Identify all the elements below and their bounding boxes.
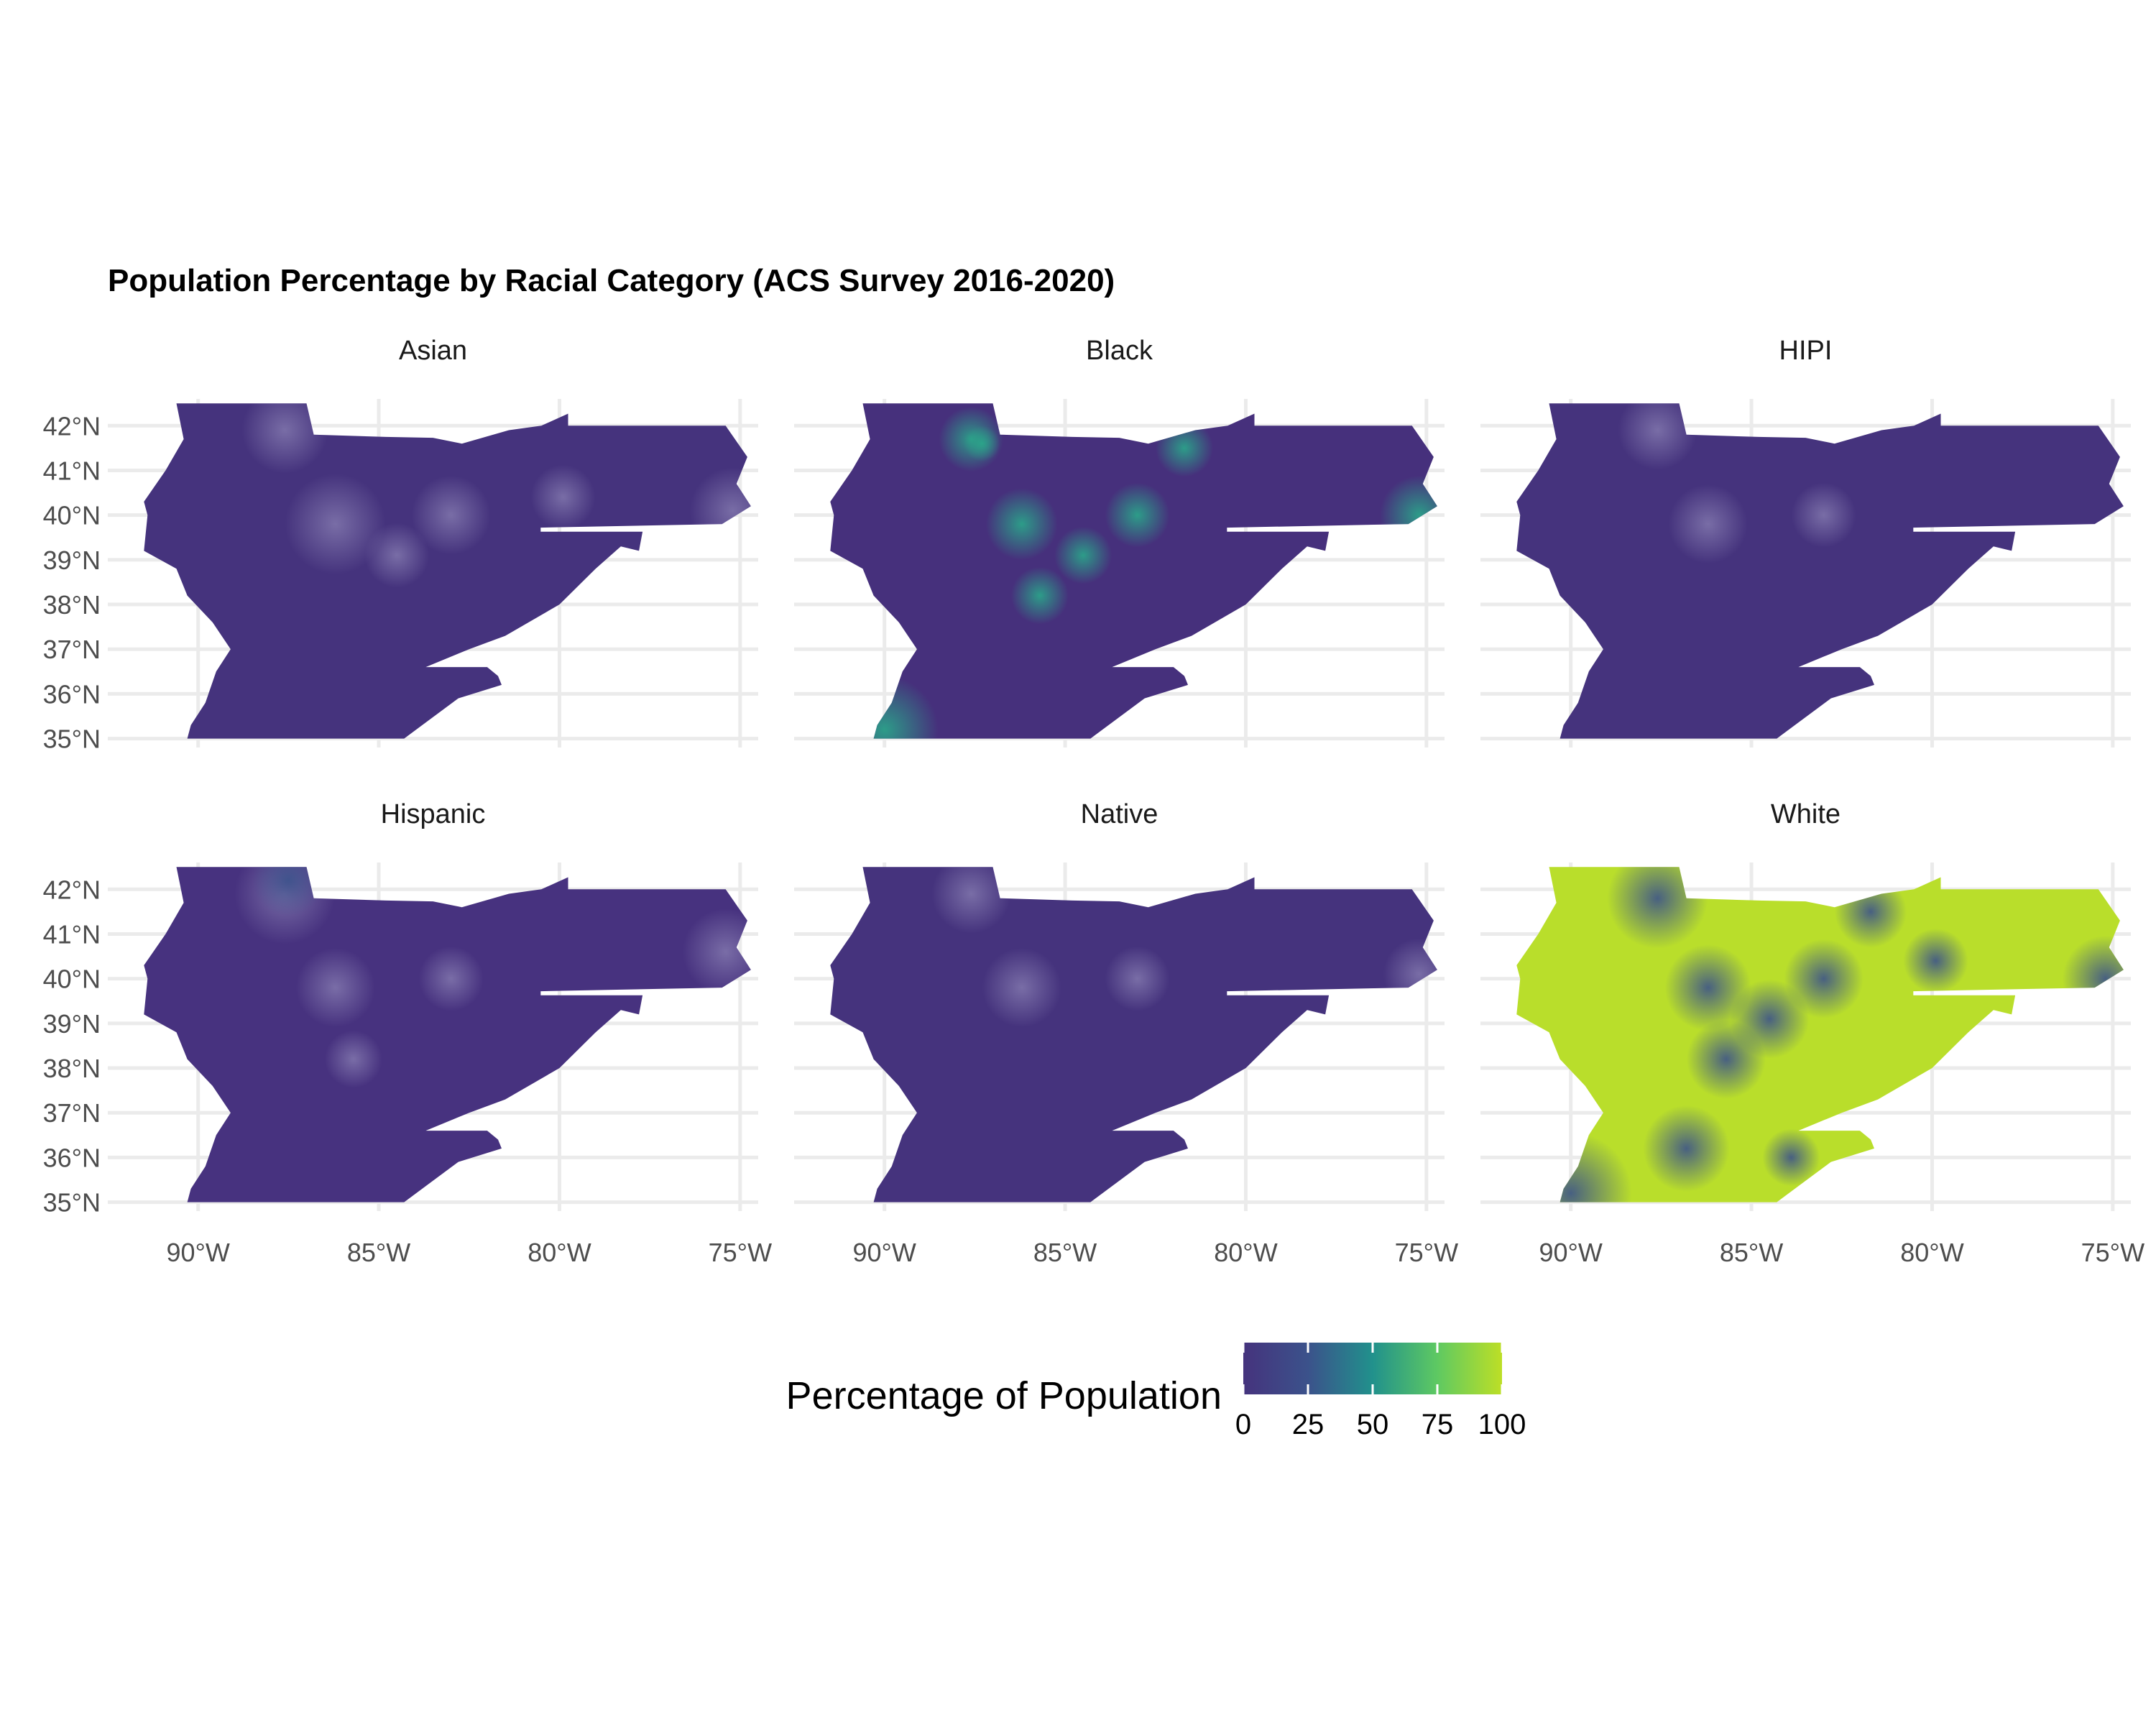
hotspot bbox=[418, 946, 484, 1011]
legend-title: Percentage of Population bbox=[786, 1374, 1222, 1417]
x-tick-label: 90°W bbox=[166, 1238, 229, 1267]
hotspot bbox=[1607, 867, 1708, 949]
y-tick-label: 40°N bbox=[43, 965, 101, 994]
facet-panel-native: Native 90°W 85°W 80°W 75°W bbox=[794, 799, 1458, 1267]
y-tick-label: 38°N bbox=[43, 1054, 101, 1083]
hotspot bbox=[1054, 526, 1112, 584]
hotspot bbox=[285, 474, 386, 575]
hotspot bbox=[530, 464, 596, 530]
x-tick-label: 85°W bbox=[347, 1238, 410, 1267]
y-tick-label: 41°N bbox=[43, 919, 101, 949]
hotspot bbox=[689, 467, 751, 554]
region-fill bbox=[144, 403, 751, 739]
hotspot bbox=[1686, 1019, 1766, 1099]
x-tick-label: 85°W bbox=[1720, 1238, 1783, 1267]
hotspot bbox=[2062, 935, 2124, 1022]
region-fill bbox=[144, 867, 751, 1202]
hotspot bbox=[411, 475, 491, 555]
x-tick-label: 85°W bbox=[1033, 1238, 1097, 1267]
hotspot bbox=[1664, 944, 1751, 1031]
y-tick-label: 35°N bbox=[43, 724, 101, 754]
facet-panels: Asian 35°N 36°N 37°N 38°N 39°N 40°N 41°N 42°N Bla… bbox=[43, 336, 2145, 1267]
facet-panel-black: Black bbox=[794, 336, 1445, 748]
x-tick-label: 75°W bbox=[2081, 1238, 2145, 1267]
hotspot bbox=[1105, 482, 1170, 548]
y-tick-label: 39°N bbox=[43, 546, 101, 575]
legend-ticks: 0 25 50 75 100 bbox=[1235, 1343, 1526, 1440]
region-fill bbox=[830, 867, 1437, 1202]
hotspot bbox=[1668, 484, 1748, 564]
legend-tick-label: 25 bbox=[1292, 1409, 1325, 1440]
y-tick-label: 41°N bbox=[43, 456, 101, 485]
hotspot bbox=[1762, 1128, 1820, 1187]
hotspot bbox=[931, 867, 1011, 934]
region-fill bbox=[1516, 403, 2124, 739]
color-legend: Percentage of Population 0 25 50 75 100 bbox=[786, 1343, 1526, 1440]
hotspot bbox=[1903, 928, 1968, 993]
facet-strip-label: White bbox=[1771, 799, 1841, 829]
facet-strip-label: Asian bbox=[399, 336, 467, 366]
y-tick-label: 40°N bbox=[43, 501, 101, 530]
hotspot bbox=[1010, 566, 1069, 625]
y-tick-label: 38°N bbox=[43, 590, 101, 620]
hotspot bbox=[1156, 419, 1213, 477]
hotspot bbox=[985, 488, 1058, 561]
y-tick-label: 42°N bbox=[43, 411, 101, 441]
legend-tick-label: 100 bbox=[1478, 1409, 1526, 1440]
x-tick-label: 75°W bbox=[709, 1238, 772, 1267]
facet-panel-hipi: HIPI bbox=[1480, 336, 2131, 748]
hotspot bbox=[364, 523, 430, 588]
facet-strip-label: Native bbox=[1081, 799, 1158, 829]
legend-tick-label: 75 bbox=[1422, 1409, 1454, 1440]
y-tick-label: 42°N bbox=[43, 875, 101, 904]
chart-title: Population Percentage by Racial Category… bbox=[108, 263, 1115, 298]
hotspot bbox=[1383, 938, 1437, 1011]
legend-tick-label: 0 bbox=[1235, 1409, 1251, 1440]
hotspot bbox=[295, 948, 375, 1028]
hotspot bbox=[982, 948, 1061, 1028]
facet-strip-label: HIPI bbox=[1779, 336, 1833, 366]
hotspot bbox=[964, 426, 1000, 462]
hotspot bbox=[241, 403, 328, 474]
hotspot bbox=[1618, 403, 1697, 470]
hotspot bbox=[1643, 1105, 1730, 1192]
hotspot bbox=[682, 908, 751, 995]
facet-panel-asian: Asian 35°N 36°N 37°N 38°N 39°N 40°N 41°N 42°N bbox=[43, 336, 758, 754]
y-tick-label: 37°N bbox=[43, 1098, 101, 1128]
hotspot bbox=[1379, 475, 1437, 555]
hotspot bbox=[1105, 946, 1170, 1011]
facet-strip-label: Hispanic bbox=[381, 799, 486, 829]
x-tick-label: 80°W bbox=[528, 1238, 591, 1267]
y-tick-label: 36°N bbox=[43, 1143, 101, 1172]
x-tick-label: 90°W bbox=[852, 1238, 916, 1267]
hotspot bbox=[1784, 939, 1864, 1018]
facet-panel-white: White 90°W 85°W 80°W 75°W bbox=[1480, 799, 2145, 1267]
region-hotspots bbox=[1618, 403, 1856, 564]
legend-tick-label: 50 bbox=[1357, 1409, 1389, 1440]
y-tick-label: 36°N bbox=[43, 679, 101, 709]
x-tick-label: 80°W bbox=[1900, 1238, 1963, 1267]
y-tick-label: 37°N bbox=[43, 635, 101, 664]
facet-strip-label: Black bbox=[1086, 336, 1153, 366]
region-hotspots bbox=[241, 403, 751, 588]
x-tick-label: 80°W bbox=[1214, 1238, 1277, 1267]
region-fill bbox=[830, 403, 1437, 739]
hotspot bbox=[324, 1030, 382, 1088]
hotspot bbox=[1791, 482, 1856, 548]
facet-panel-hispanic: Hispanic 35°N 36°N 37°N 38°N 39°N 40°N 41°N 42°N… bbox=[43, 799, 773, 1267]
y-tick-label: 39°N bbox=[43, 1009, 101, 1039]
x-tick-label: 75°W bbox=[1395, 1238, 1458, 1267]
hotspot bbox=[1835, 875, 1907, 948]
hotspot bbox=[252, 867, 325, 916]
x-tick-label: 90°W bbox=[1539, 1238, 1602, 1267]
y-tick-label: 35°N bbox=[43, 1188, 101, 1218]
